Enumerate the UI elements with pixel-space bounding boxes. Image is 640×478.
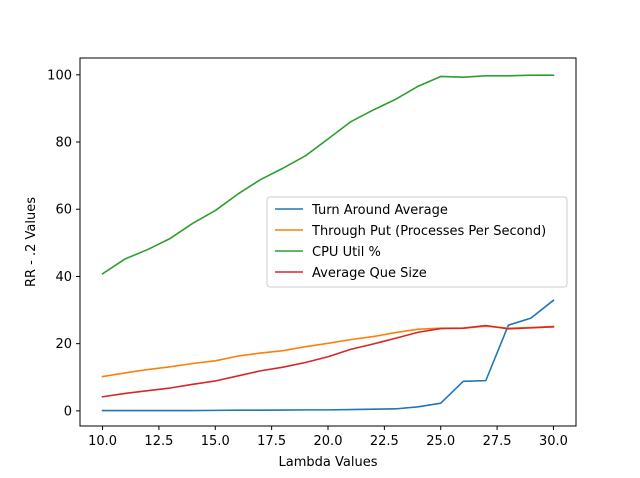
y-axis-ticks: 0 20 40 60 80 100: [47, 68, 80, 419]
y-tick-label: 0: [64, 404, 72, 419]
y-tick-label: 20: [55, 337, 72, 352]
x-axis-title: Lambda Values: [279, 455, 378, 470]
x-tick-label: 12.5: [144, 434, 173, 449]
y-tick-label: 80: [55, 136, 72, 151]
series-line-1: [101, 299, 555, 412]
legend-label: Through Put (Processes Per Second): [311, 224, 546, 239]
legend-label: Average Que Size: [312, 266, 427, 281]
x-tick-label: 25.0: [426, 434, 455, 449]
legend-box: [266, 196, 568, 288]
legend-label: CPU Util %: [312, 245, 381, 260]
y-tick-label: 40: [55, 270, 72, 285]
legend: Turn Around Average Through Put (Processe…: [266, 196, 568, 288]
series-line-4: [101, 324, 555, 398]
plot-frame: [79, 57, 577, 427]
y-axis-title: RR - .2 Values: [24, 197, 39, 287]
x-tick-label: 17.5: [257, 434, 286, 449]
x-tick-label: 10.0: [88, 434, 117, 449]
y-tick-label: 100: [47, 68, 72, 83]
x-tick-label: 30.0: [539, 434, 568, 449]
x-tick-label: 27.5: [483, 434, 512, 449]
x-axis-ticks: 10.0 12.5 15.0 17.5 20.0 22.5 25.0 27.5 30.0: [88, 426, 568, 449]
y-tick-label: 60: [55, 203, 72, 218]
x-tick-label: 20.0: [314, 434, 343, 449]
x-tick-label: 22.5: [370, 434, 399, 449]
legend-label: Turn Around Average: [311, 203, 448, 218]
series-layer: [101, 74, 555, 412]
legend-items: Turn Around Average Through Put (Processe…: [275, 203, 546, 281]
series-line-3: [101, 74, 555, 275]
x-tick-label: 15.0: [201, 434, 230, 449]
